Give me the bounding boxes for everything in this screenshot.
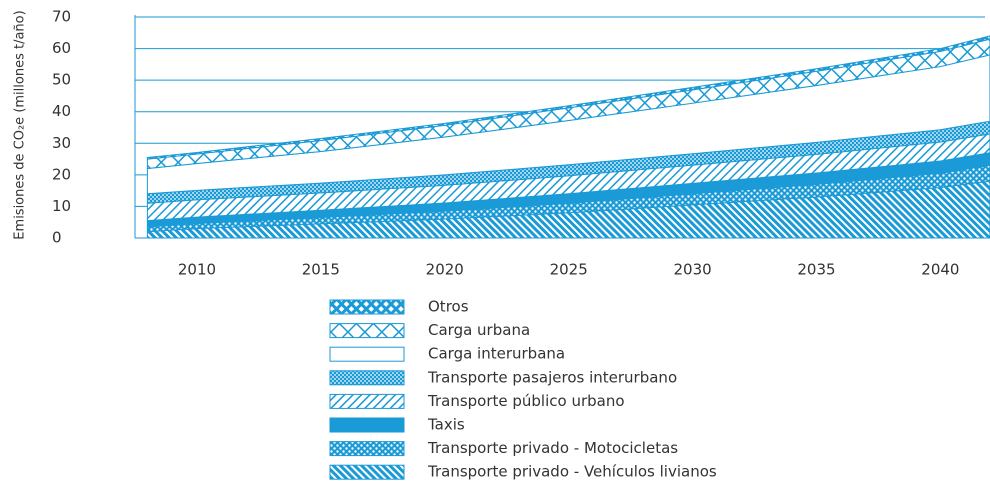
y-tick-label: 0 (52, 229, 62, 247)
y-tick-label: 20 (52, 165, 71, 183)
x-tick-label: 2020 (426, 261, 464, 279)
legend-swatch (329, 370, 405, 386)
legend-label: Taxis (427, 416, 465, 434)
legend-label: Transporte pasajeros interurbano (427, 368, 677, 386)
legend-swatch (329, 441, 405, 457)
y-tick-label: 30 (52, 134, 71, 152)
legend-swatch (329, 464, 405, 480)
legend-label: Otros (428, 298, 469, 316)
legend-label: Carga interurbana (428, 345, 565, 363)
x-tick-label: 2035 (797, 261, 835, 279)
x-tick-label: 2025 (550, 261, 588, 279)
legend-swatch (329, 299, 405, 315)
y-tick-label: 60 (52, 39, 71, 57)
legend-label: Transporte público urbano (427, 392, 625, 410)
x-tick-label: 2010 (178, 261, 216, 279)
x-tick-label: 2040 (921, 261, 959, 279)
x-tick-label: 2015 (302, 261, 340, 279)
y-tick-label: 40 (52, 102, 71, 120)
y-axis-label: Emisiones de CO₂e (millones t/año) (13, 10, 28, 239)
legend-label: Carga urbana (428, 321, 530, 339)
legend-swatch (329, 346, 405, 362)
legend-swatch (329, 417, 405, 433)
legend-label: Transporte privado - Motocicletas (427, 439, 678, 457)
y-tick-label: 70 (52, 8, 71, 26)
legend-swatch (329, 393, 405, 409)
legend-swatch (329, 323, 405, 339)
legend-label: Transporte privado - Vehículos livianos (427, 463, 717, 481)
y-tick-label: 50 (52, 71, 71, 89)
y-tick-label: 10 (52, 197, 71, 215)
x-tick-label: 2030 (673, 261, 711, 279)
